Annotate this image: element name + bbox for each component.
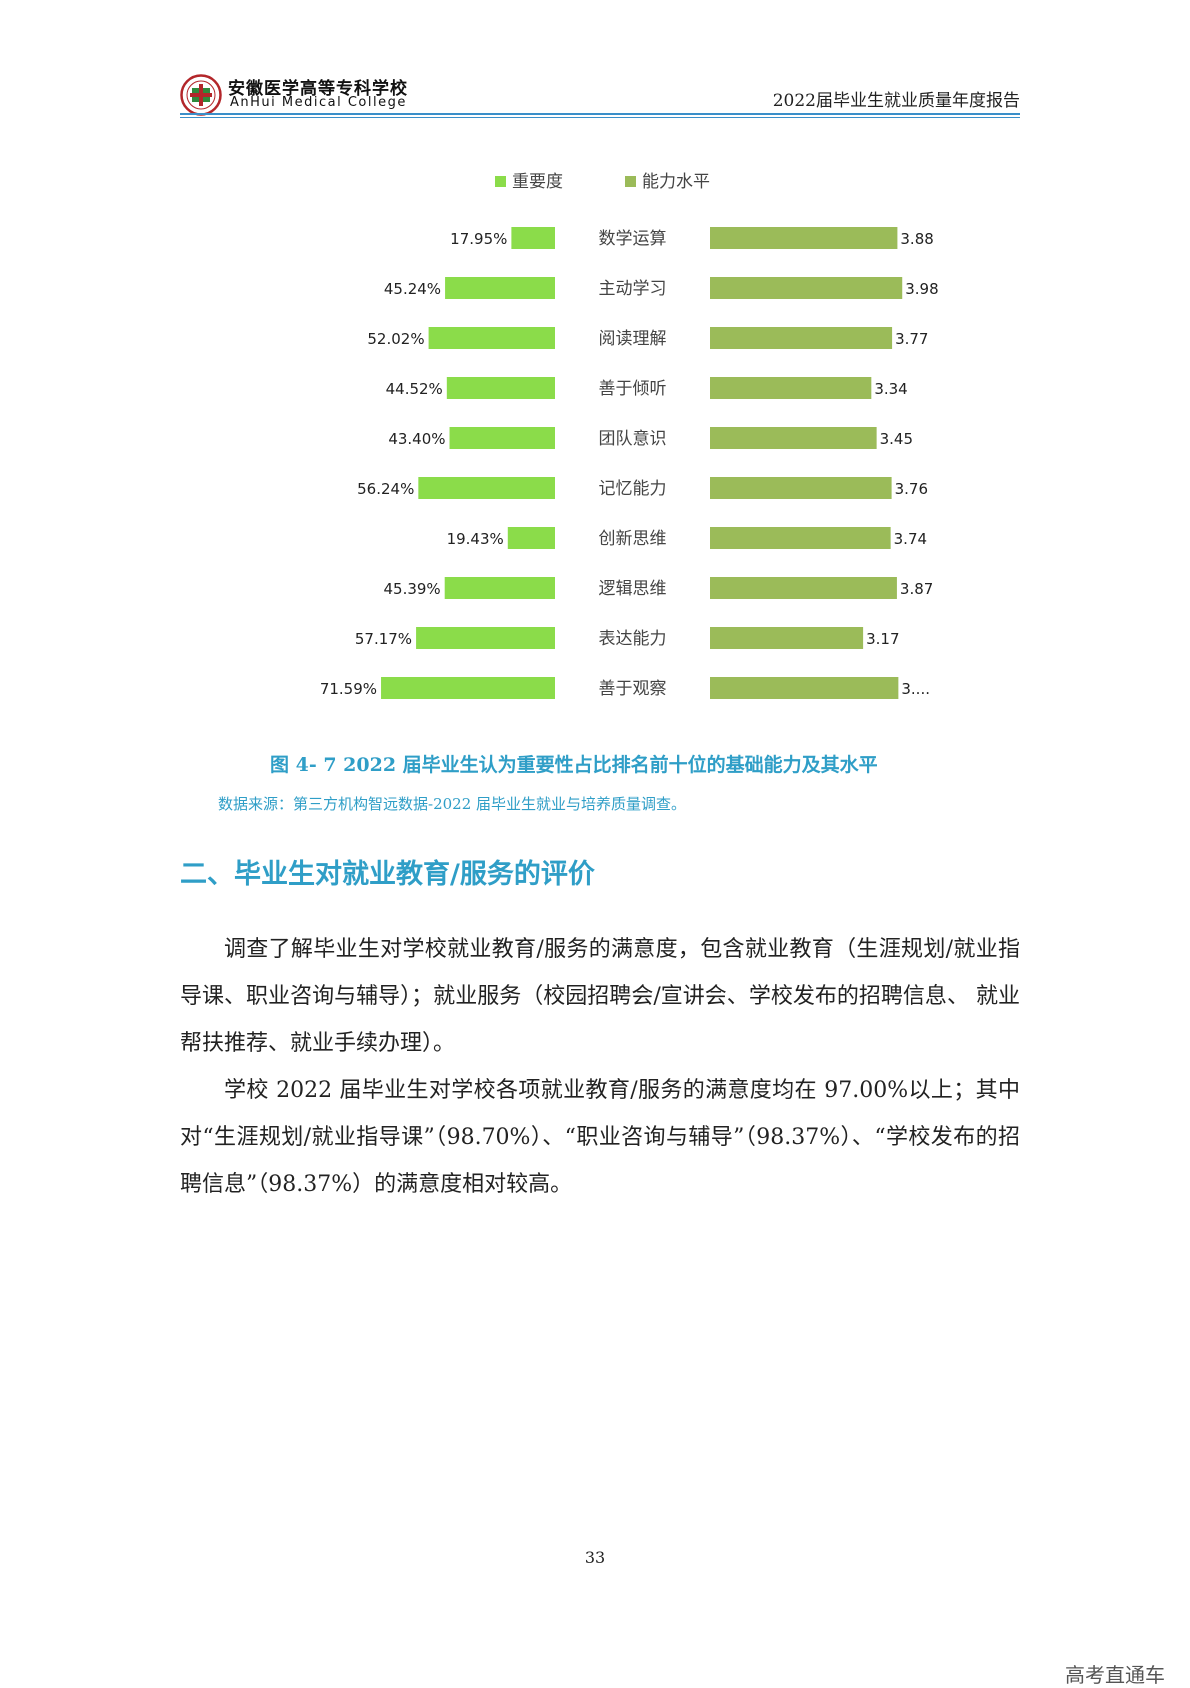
ability-value-label: 3.76 [895, 480, 928, 498]
abilities-chart: 重要度 能力水平 17.95% 数学运算 3.88 45.24% 主动学习 3.98 52.… [240, 155, 960, 719]
importance-value-label: 19.43% [447, 530, 504, 548]
school-name-cn: 安徽医学高等专科学校 [228, 79, 408, 99]
ability-bar [710, 377, 872, 399]
category-label: 阅读理解 [599, 329, 667, 349]
importance-value-label: 57.17% [355, 630, 412, 648]
legend-label-importance: 重要度 [512, 172, 563, 192]
importance-bar [418, 477, 555, 499]
category-label: 团队意识 [599, 429, 667, 449]
category-label: 善于观察 [599, 679, 667, 699]
ability-value-label: 3.77 [895, 330, 928, 348]
ability-value-label: 3.74 [894, 530, 927, 548]
paragraph-2: 学校 2022 届毕业生对学校各项就业教育/服务的满意度均在 97.00%以上；… [180, 1078, 1020, 1197]
ability-value-label: 3.98 [905, 280, 938, 298]
header-rule-thin [180, 117, 1020, 118]
category-label: 表达能力 [599, 629, 667, 649]
importance-value-label: 56.24% [357, 480, 414, 498]
header-rule [180, 113, 1020, 115]
chart-rows: 17.95% 数学运算 3.88 45.24% 主动学习 3.98 52.02% 阅读理解 3.… [320, 227, 939, 699]
importance-bar [445, 277, 555, 299]
importance-bar [381, 677, 555, 699]
chart-legend: 重要度 能力水平 [495, 172, 710, 192]
report-title: 2022届毕业生就业质量年度报告 [772, 91, 1020, 111]
ability-bar [710, 227, 898, 249]
ability-bar [710, 277, 903, 299]
importance-value-label: 52.02% [367, 330, 424, 348]
ability-value-label: 3.34 [874, 380, 907, 398]
importance-bar [446, 377, 555, 399]
ability-bar [710, 427, 877, 449]
importance-value-label: 44.52% [386, 380, 443, 398]
importance-bar [449, 427, 555, 449]
page-number: 33 [584, 1548, 606, 1567]
importance-value-label: 45.39% [383, 580, 440, 598]
legend-label-ability: 能力水平 [642, 172, 710, 192]
category-label: 记忆能力 [599, 479, 667, 499]
ability-bar [710, 527, 891, 549]
importance-bar [507, 527, 555, 549]
category-label: 创新思维 [599, 529, 667, 549]
ability-value-label: 3.88 [900, 230, 933, 248]
body-text: 调查了解毕业生对学校就业教育/服务的满意度，包含就业教育（生涯规划/就业指导课、… [180, 926, 1020, 1208]
ability-bar [710, 477, 892, 499]
page-header: 安徽医学高等专科学校 AnHui Medical College 2022届毕业… [180, 70, 1020, 116]
importance-bar [444, 577, 555, 599]
category-label: 逻辑思维 [599, 579, 667, 599]
importance-value-label: 17.95% [450, 230, 507, 248]
paragraph-1: 调查了解毕业生对学校就业教育/服务的满意度，包含就业教育（生涯规划/就业指导课、… [180, 937, 1020, 1056]
category-label: 善于倾听 [599, 379, 667, 399]
school-name-en: AnHui Medical College [230, 95, 407, 110]
category-label: 主动学习 [599, 279, 667, 299]
ability-value-label: 3.... [901, 680, 930, 698]
legend-swatch-ability [625, 176, 636, 187]
importance-value-label: 71.59% [320, 680, 377, 698]
figure-source: 数据来源：第三方机构智远数据-2022 届毕业生就业与培养质量调查。 [218, 795, 687, 813]
ability-value-label: 3.87 [900, 580, 933, 598]
importance-bar [511, 227, 555, 249]
ability-bar [710, 327, 893, 349]
importance-bar [428, 327, 555, 349]
watermark: 高考直通车 [1065, 1663, 1165, 1687]
importance-value-label: 43.40% [388, 430, 445, 448]
category-label: 数学运算 [599, 229, 667, 249]
importance-bar [416, 627, 555, 649]
ability-bar [710, 627, 864, 649]
abilities-chart-svg: 重要度 能力水平 17.95% 数学运算 3.88 45.24% 主动学习 3.98 52.… [320, 172, 939, 699]
legend-swatch-importance [495, 176, 506, 187]
figure-caption: 图 4- 7 2022 届毕业生认为重要性占比排名前十位的基础能力及其水平 [270, 754, 878, 776]
ability-bar [710, 577, 897, 599]
importance-value-label: 45.24% [384, 280, 441, 298]
ability-value-label: 3.17 [866, 630, 899, 648]
section-heading: 二、毕业生对就业教育/服务的评价 [180, 859, 595, 890]
school-logo-icon [180, 74, 222, 116]
ability-bar [710, 677, 899, 699]
ability-value-label: 3.45 [880, 430, 913, 448]
